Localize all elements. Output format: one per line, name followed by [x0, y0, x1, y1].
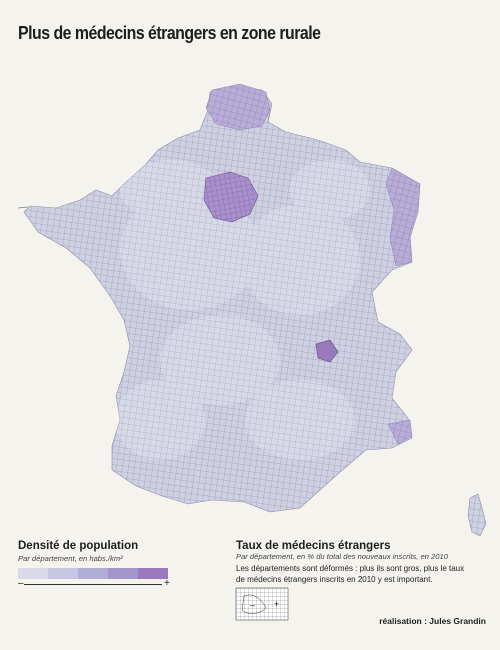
grid-plus-label: +: [274, 599, 280, 609]
density-minus-label: –: [18, 578, 24, 589]
region-nord: [205, 83, 271, 131]
corsica: [467, 493, 487, 537]
density-legend-title: Densité de population: [18, 540, 139, 552]
rate-legend-title: Taux de médecins étrangers: [236, 540, 391, 552]
density-swatch-3: [78, 568, 108, 579]
density-scale-axis: [24, 584, 162, 585]
rate-legend-explanation: Les départements sont déformés : plus il…: [236, 564, 465, 584]
region-alsace: [385, 167, 421, 267]
region-lyon: [315, 339, 339, 363]
brittany-tip: [17, 206, 29, 209]
grid-minus-label: –: [250, 600, 256, 610]
density-color-scale: [18, 568, 168, 579]
region-nice: [387, 419, 413, 445]
map-title: Plus de médecins étrangers en zone rural…: [18, 22, 321, 43]
density-plus-label: +: [164, 578, 170, 589]
density-legend-subtitle: Par département, en habs./km²: [18, 554, 123, 563]
density-swatch-4: [108, 568, 138, 579]
deformation-grid-sample: [235, 587, 289, 621]
density-swatch-1: [18, 568, 48, 579]
density-swatch-2: [48, 568, 78, 579]
density-swatch-5: [138, 568, 168, 579]
region-paris: [203, 171, 259, 223]
rate-legend-subtitle: Par département, en % du total des nouve…: [236, 552, 448, 561]
credit-line: réalisation : Jules Grandin: [379, 616, 486, 626]
